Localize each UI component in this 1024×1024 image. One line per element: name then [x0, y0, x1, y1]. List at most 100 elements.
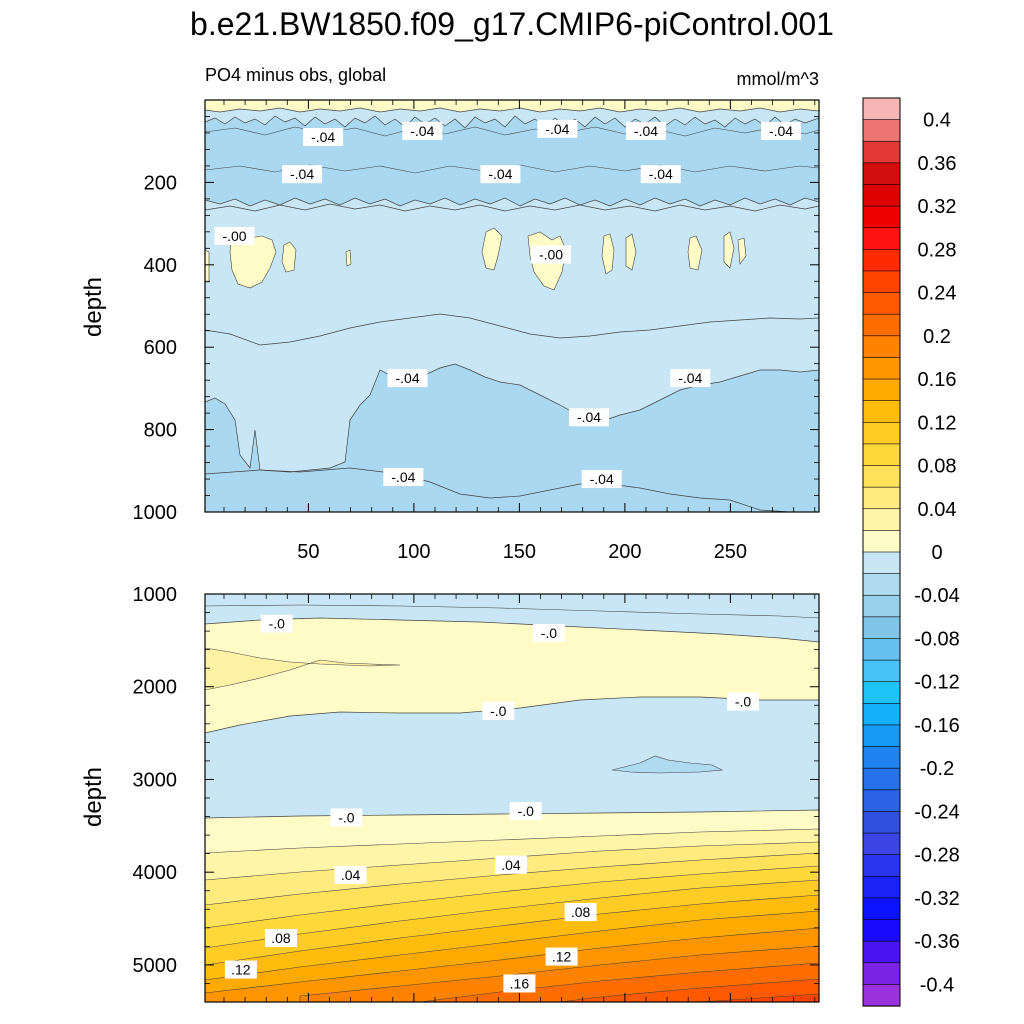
contour-label: -.0 [330, 808, 363, 827]
contour-label: -.0 [260, 614, 293, 633]
contour-label-text: -.0 [338, 809, 355, 825]
contour-label: -.04 [387, 369, 428, 388]
contour-label-text: .08 [571, 904, 591, 920]
contour-label-box [545, 947, 578, 966]
colorbar-box [862, 227, 901, 250]
upper-panel: PO4 minus obs, global mmol/m^3 [80, 65, 820, 563]
contour-label: .12 [545, 947, 578, 966]
upper-xtick-label: 250 [714, 541, 747, 563]
upper-ytick-label: 800 [144, 420, 177, 442]
lower-slight-positive-wedge [205, 647, 401, 691]
colorbar-box [862, 638, 901, 661]
colorbar-tick-label: 0.36 [918, 153, 957, 175]
contour-label-box [509, 801, 542, 820]
contour-label-text: .16 [510, 975, 530, 991]
upper-shallow-negative-band [205, 115, 819, 207]
contour-label-box [537, 119, 578, 138]
colorbar-box [862, 832, 901, 856]
contour-label: -.04 [537, 119, 578, 138]
upper-shallow-contour-d [205, 164, 819, 174]
lower-near-zero-region [205, 617, 819, 734]
contour-label-box [214, 226, 255, 245]
contour-label: .08 [264, 929, 297, 948]
upper-xtick-label: 50 [297, 541, 319, 563]
contour-label: .16 [503, 974, 536, 993]
contour-label-box [564, 903, 597, 922]
lower-y-tick-labels: 1000 2000 3000 4000 5000 [133, 584, 178, 977]
figure-title: b.e21.BW1850.f09_g17.CMIP6-piControl.001 [190, 6, 834, 42]
colorbar-tick-label: 0.12 [918, 412, 957, 434]
contour-label-text: -.04 [769, 123, 793, 139]
contour-label: -.0 [509, 801, 542, 820]
colorbar-box [862, 205, 901, 229]
upper-subtitle-left: PO4 minus obs, global [205, 65, 386, 85]
contour-label-box [761, 121, 802, 140]
lower-y-axis-label: depth [80, 767, 107, 827]
colorbar [862, 97, 901, 1007]
contour-label-text: .12 [231, 962, 251, 978]
contour-label: -.04 [569, 408, 610, 427]
contour-label: -.04 [282, 165, 323, 184]
contour-label-text: .04 [501, 857, 521, 873]
upper-x-tick-labels: 50 100 150 200 250 [297, 541, 747, 563]
contour-label: .04 [334, 865, 367, 884]
colorbar-tick-labels: 0.4 0.36 0.32 0.28 0.24 0.2 0.16 0.12 0.08 0.04 0 -… [914, 110, 960, 997]
upper-y-axis-label: depth [80, 277, 107, 337]
colorbar-box [862, 292, 901, 315]
contour-label-text: -.04 [577, 409, 601, 425]
contour-label-text: -.04 [649, 166, 673, 182]
contour-label: -.0 [482, 701, 515, 720]
colorbar-frame [862, 97, 901, 1007]
contour-label: -.0 [532, 623, 565, 642]
colorbar-box [862, 313, 901, 337]
colorbar-tick-label: -0.16 [914, 715, 960, 737]
contour-label-text: -.04 [545, 121, 569, 137]
upper-shallow-contour-b [205, 203, 819, 212]
contour-label-box [532, 623, 565, 642]
contour-label-box [727, 692, 760, 711]
colorbar-box [862, 551, 901, 575]
lower-mid-depth-island [611, 755, 724, 774]
contour-label: .08 [564, 903, 597, 922]
upper-ytick-label: 1000 [133, 502, 178, 524]
contour-label: -.00 [531, 245, 572, 264]
colorbar-box [862, 659, 901, 683]
lower-axis-ticks [205, 593, 819, 1003]
colorbar-box [862, 335, 901, 359]
colorbar-box [862, 573, 901, 596]
contour-label-box [640, 165, 681, 184]
contour-label-box [260, 614, 293, 633]
contour-label-text: -.00 [539, 247, 563, 263]
upper-xtick-label: 100 [397, 541, 430, 563]
colorbar-tick-label: -0.32 [914, 888, 960, 910]
lower-ytick-label: 4000 [133, 862, 178, 884]
upper-ytick-label: 200 [144, 172, 177, 194]
colorbar-box [862, 984, 901, 1007]
lower-contour-fill [205, 594, 819, 1002]
contour-label-box [494, 855, 527, 874]
colorbar-box [862, 162, 901, 186]
colorbar-box [862, 746, 901, 769]
colorbar-box [862, 486, 901, 510]
colorbar-tick-label: 0.04 [918, 499, 957, 521]
contour-label-text: -.0 [735, 694, 752, 710]
upper-axis-ticks [205, 99, 819, 513]
lower-ytick-label: 2000 [133, 677, 178, 699]
contour-label-box [625, 121, 666, 140]
contour-label-text: .08 [271, 930, 291, 946]
contour-label-text: -.04 [634, 123, 658, 139]
contour-label: -.04 [670, 369, 711, 388]
upper-deep-negative-region [205, 363, 819, 512]
contour-label-box [383, 467, 424, 486]
colorbar-tick-label: 0 [931, 542, 942, 564]
colorbar-box [862, 789, 901, 813]
colorbar-box [862, 897, 901, 921]
colorbar-box [862, 184, 901, 207]
contour-label-box [264, 929, 297, 948]
contour-label-box [531, 245, 572, 264]
colorbar-box [862, 681, 901, 704]
colorbar-box [862, 767, 901, 791]
lower-panel: 1000 2000 3000 4000 5000 -.0 -.0 -.0 -.0 -.0 -.0.… [80, 584, 820, 1003]
colorbar-box [862, 508, 901, 531]
